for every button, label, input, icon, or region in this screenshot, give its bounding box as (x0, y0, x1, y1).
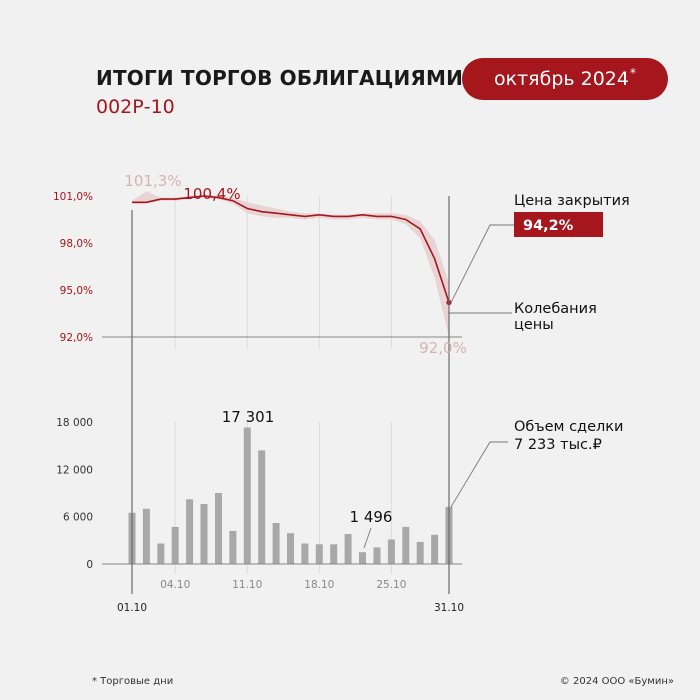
price-y-tick: 95,0% (60, 285, 93, 297)
chart-labels: 101,0% 98,0% 95,0% 92,0% 18 000 12 000 6 000 0 0… (53, 172, 630, 614)
close-price-line (132, 195, 450, 303)
volume-bar (243, 427, 251, 564)
close-price-value-box (514, 212, 603, 237)
volume-bar (344, 534, 352, 564)
volume-y-tick: 6 000 (63, 512, 93, 524)
volume-bar (200, 504, 208, 564)
volume-bar (287, 533, 294, 564)
volume-x-tick: 04.10 (160, 579, 190, 591)
close-price-label: Цена закрытия (514, 193, 630, 209)
volume-bar (431, 534, 439, 564)
volume-leader (450, 441, 508, 508)
volume-bar (258, 450, 266, 564)
volume-x-tick: 18.10 (304, 579, 334, 591)
volume-value: 7 233 тыс.₽ (514, 437, 602, 453)
volume-bar (359, 552, 366, 564)
start-date-label: 01.10 (117, 602, 147, 614)
volume-bar (171, 526, 179, 564)
price-range-label-2: цены (514, 317, 554, 333)
period-badge: октябрь 2024 * (462, 58, 668, 100)
volume-max-annotation: 17 301 (222, 408, 275, 426)
volume-bar (215, 493, 222, 564)
volume-bar (229, 530, 237, 564)
footnote: * Торговые дни (92, 676, 174, 687)
volume-bar (315, 544, 323, 564)
price-y-tick: 92,0% (60, 332, 93, 344)
price-y-tick: 98,0% (60, 238, 93, 250)
copyright: © 2024 ООО «Бумин» (559, 676, 674, 687)
volume-bar (272, 523, 280, 564)
volume-bar (373, 547, 381, 564)
period-footnote-mark: * (629, 66, 636, 80)
end-date-label: 31.10 (434, 602, 464, 614)
price-range-area (132, 191, 449, 337)
volume-min-leader (363, 527, 372, 549)
price-grid (174, 196, 392, 349)
volume-y-tick: 18 000 (56, 417, 93, 429)
close-price-leader (450, 224, 514, 303)
volume-bar (301, 543, 309, 564)
volume-bar (402, 526, 410, 564)
volume-y-tick: 0 (86, 559, 93, 571)
volume-bar (186, 499, 194, 564)
volume-bar (157, 543, 165, 564)
bond-code: 002Р-10 (96, 96, 175, 118)
price-min-annotation: 92,0% (419, 339, 467, 357)
volume-y-tick: 12 000 (56, 464, 93, 476)
volume-bar (387, 539, 395, 564)
price-peak-annotation: 100,4% (183, 185, 240, 203)
volume-bar (142, 508, 150, 564)
volume-min-annotation: 1 496 (350, 508, 393, 526)
volume-x-tick: 25.10 (376, 579, 406, 591)
chart-axes (102, 196, 462, 594)
period-label: октябрь 2024 (494, 68, 629, 90)
volume-label: Объем сделки (514, 419, 623, 435)
price-range-band (132, 191, 449, 337)
page-title: ИТОГИ ТОРГОВ ОБЛИГАЦИЯМИ (96, 66, 464, 90)
price-max-annotation: 101,3% (124, 172, 181, 190)
volume-bars (128, 427, 453, 564)
volume-grid (174, 422, 392, 574)
price-y-tick: 101,0% (53, 191, 93, 203)
volume-x-tick: 11.10 (232, 579, 262, 591)
close-price-value: 94,2% (523, 218, 574, 234)
price-range-label: Колебания (514, 301, 597, 317)
volume-bar (330, 544, 338, 564)
volume-bar (416, 541, 424, 564)
